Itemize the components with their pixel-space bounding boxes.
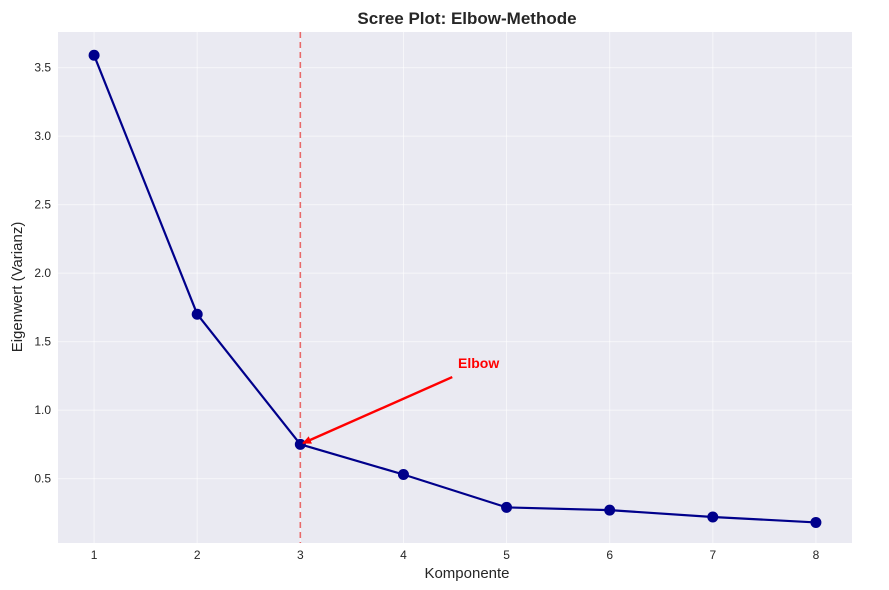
y-axis-label: Eigenwert (Varianz) xyxy=(9,222,26,353)
elbow-arrow xyxy=(302,375,453,445)
data-point xyxy=(604,504,616,516)
x-tick-label: 7 xyxy=(709,548,716,562)
data-point xyxy=(294,438,306,450)
y-tick-label: 1.5 xyxy=(34,335,51,349)
y-tick-labels: 0.5 1.0 1.5 2.0 2.5 3.0 3.5 xyxy=(34,61,51,486)
data-point xyxy=(88,49,100,61)
data-point xyxy=(810,516,822,528)
y-tick-label: 1.0 xyxy=(34,403,51,417)
data-point xyxy=(501,501,513,513)
data-points xyxy=(88,49,822,528)
x-tick-label: 3 xyxy=(297,548,304,562)
y-tick-label: 3.0 xyxy=(34,129,51,143)
x-axis-label: Komponente xyxy=(424,565,509,582)
x-tick-label: 5 xyxy=(503,548,510,562)
data-point xyxy=(191,308,203,320)
x-tick-label: 2 xyxy=(194,548,201,562)
x-tick-label: 1 xyxy=(91,548,98,562)
x-tick-label: 8 xyxy=(813,548,820,562)
chart-title: Scree Plot: Elbow-Methode xyxy=(357,9,576,28)
data-point xyxy=(707,511,719,523)
x-tick-label: 4 xyxy=(400,548,407,562)
series-line xyxy=(93,54,816,524)
y-tick-label: 3.5 xyxy=(34,61,51,75)
data-point xyxy=(397,469,409,481)
grid-lines xyxy=(58,32,852,543)
plot-area xyxy=(58,32,852,543)
y-tick-label: 2.0 xyxy=(34,266,51,280)
elbow-annotation: Elbow xyxy=(458,355,499,371)
y-tick-label: 0.5 xyxy=(34,472,51,486)
x-tick-labels: 1 2 3 4 5 6 7 8 xyxy=(91,548,820,562)
y-tick-label: 2.5 xyxy=(34,198,51,212)
x-tick-label: 6 xyxy=(606,548,613,562)
